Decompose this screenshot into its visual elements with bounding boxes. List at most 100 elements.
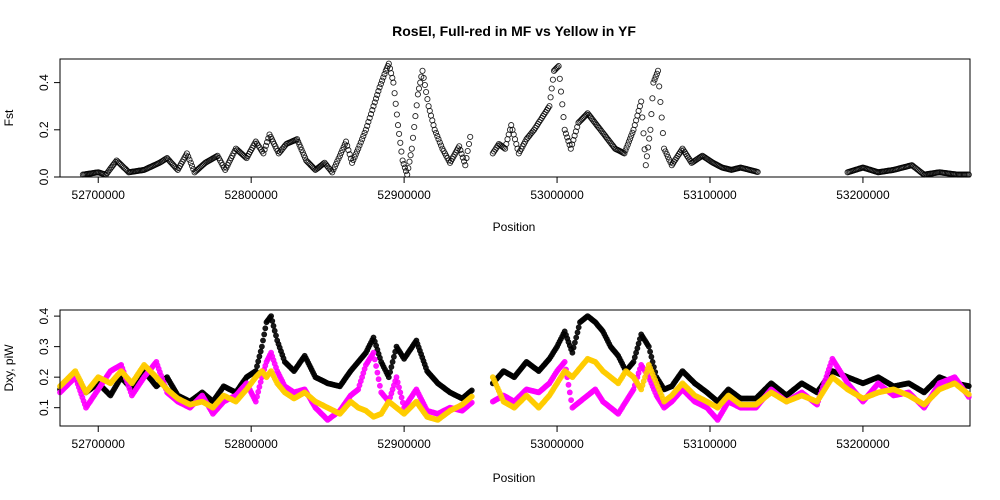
point-0-215 (338, 149, 345, 156)
fst-y-axis: 0.0 0.2 0.4 (37, 74, 61, 185)
point-0-165 (255, 358, 262, 365)
point-0-379 (559, 101, 566, 108)
point-0-433 (622, 147, 629, 154)
point-0-181 (297, 144, 304, 151)
x-tick-label-3: 53000000 (530, 188, 584, 202)
point-0-169 (260, 337, 266, 344)
point-1-260 (370, 349, 377, 356)
point-0-272 (406, 158, 413, 165)
point-0-168 (258, 343, 265, 350)
point-0-452 (645, 144, 652, 151)
point-0-234 (361, 129, 368, 136)
point-0-376 (555, 63, 562, 70)
point-0-266 (399, 157, 406, 164)
point-1-279 (394, 379, 401, 386)
point-0-399 (583, 111, 590, 118)
point-0-432 (621, 150, 628, 157)
point-0-279 (414, 91, 421, 98)
point-1-282 (398, 394, 405, 401)
point-0-221 (345, 147, 352, 154)
point-0-319 (463, 155, 470, 162)
point-0-466 (645, 343, 652, 350)
point-0-383 (564, 134, 571, 141)
point-0-230 (356, 142, 363, 149)
point-0-375 (554, 64, 561, 71)
point-0-647 (965, 171, 972, 178)
point-0-237 (365, 118, 372, 125)
point-0-89 (186, 156, 193, 163)
point-0-167 (257, 348, 264, 355)
point-0-391 (574, 123, 581, 131)
point-0-408 (572, 339, 578, 346)
point-0-735 (965, 383, 972, 389)
y-tick-label-0: 0.0 (37, 168, 51, 185)
point-0-263 (396, 130, 403, 137)
point-0-451 (643, 153, 650, 160)
point-1-280 (396, 384, 402, 391)
x-tick-label-0: 52700000 (72, 188, 126, 202)
point-0-217 (340, 144, 347, 151)
point-0-171 (262, 325, 269, 332)
point-0-467 (647, 348, 653, 355)
dxy-y-axis: 0.1 0.2 0.3 0.4 (37, 307, 61, 416)
point-0-152 (262, 142, 269, 149)
point-1-405 (568, 397, 574, 403)
point-0-455 (648, 111, 655, 118)
point-0-293 (431, 126, 438, 133)
point-0-411 (575, 324, 582, 331)
point-0-381 (561, 126, 568, 133)
point-1-163 (252, 398, 259, 405)
point-0-212 (334, 158, 341, 165)
point-0-284 (420, 74, 427, 81)
point-0-227 (352, 151, 359, 158)
point-0-320 (464, 147, 471, 155)
dxy-points (57, 313, 972, 423)
point-0-378 (557, 88, 565, 95)
point-0-377 (556, 75, 563, 82)
point-0-225 (350, 156, 357, 164)
point-0-170 (261, 331, 268, 338)
point-0-461 (654, 67, 662, 74)
point-0-409 (573, 334, 580, 341)
point-1-167 (257, 379, 264, 385)
series-1 (57, 349, 972, 423)
point-0-459 (652, 73, 659, 80)
point-1-281 (397, 389, 404, 396)
y-tick-label-0: 0.1 (37, 399, 51, 416)
point-0-275 (389, 358, 396, 365)
point-0-219 (342, 138, 350, 145)
point-0-407 (570, 344, 577, 351)
series-2 (57, 355, 972, 423)
point-0-370 (548, 85, 555, 92)
x-tick-label-4: 53100000 (683, 188, 737, 202)
point-0-448 (640, 130, 647, 137)
point-0-437 (627, 135, 634, 142)
point-1-166 (256, 383, 263, 390)
point-1-265 (376, 382, 383, 389)
point-0-280 (415, 85, 423, 92)
x-tick-label-0: 52700000 (72, 437, 126, 451)
point-2-735 (965, 391, 972, 398)
dxy-panel: 52700000 52800000 52900000 53000000 53100000… (2, 307, 972, 485)
point-0-463 (657, 98, 664, 106)
point-0-278 (413, 102, 420, 109)
point-0-294 (432, 129, 440, 136)
point-0-246 (376, 84, 383, 91)
point-0-224 (349, 159, 356, 166)
x-tick-label-1: 52800000 (224, 188, 278, 202)
point-0-449 (641, 146, 648, 153)
point-0-178 (270, 322, 277, 329)
point-0-151 (261, 146, 268, 153)
point-0-382 (562, 130, 569, 137)
point-0-242 (371, 99, 378, 106)
point-0-235 (362, 126, 369, 133)
point-1-261 (371, 356, 378, 363)
dxy-x-axis: 52700000 52800000 52900000 53000000 53100000… (72, 425, 890, 451)
point-0-314 (457, 147, 464, 154)
fst-x-axis: 52700000 52800000 52900000 53000000 53100000… (72, 176, 890, 202)
series-0 (79, 60, 972, 178)
point-0-91 (188, 162, 196, 170)
point-0-458 (651, 76, 658, 83)
x-tick-label-1: 52800000 (224, 437, 278, 451)
